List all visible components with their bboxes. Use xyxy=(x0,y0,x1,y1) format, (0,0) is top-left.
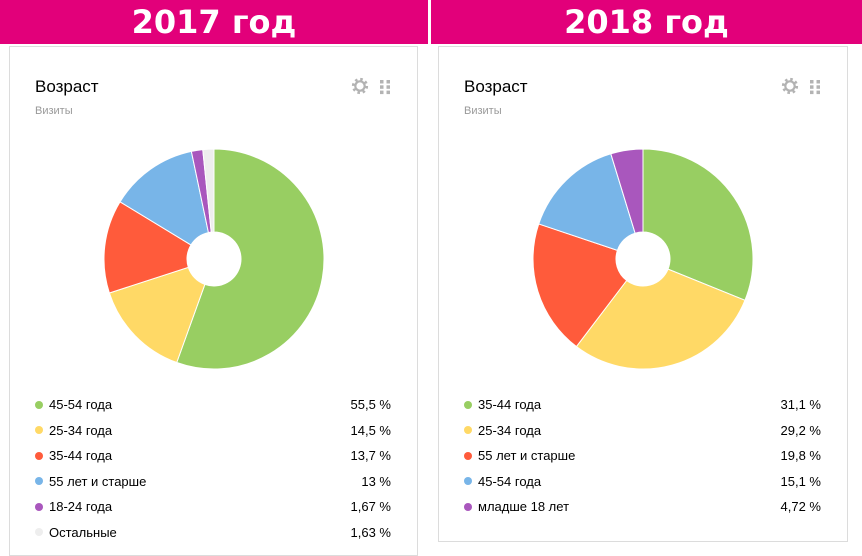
legend-color-dot xyxy=(35,426,43,435)
legend-item[interactable]: 18-24 года 1,67 % xyxy=(10,494,417,520)
age-pie-chart xyxy=(532,148,754,370)
legend-color-dot xyxy=(464,477,472,486)
legend-label: 25-34 года xyxy=(49,422,113,438)
legend-value: 4,72 % xyxy=(780,499,821,515)
legend-label: 55 лет и старше xyxy=(49,473,147,489)
legend-color-dot xyxy=(464,426,472,435)
legend-value: 14,5 % xyxy=(350,422,391,438)
legend-color-dot xyxy=(35,528,43,537)
legend-color-dot xyxy=(464,400,472,409)
pie-slice-1[interactable] xyxy=(642,148,754,301)
pie-slice-6[interactable] xyxy=(202,148,215,233)
pie-slice-4[interactable] xyxy=(538,153,636,252)
legend-label: 35-44 года xyxy=(49,448,113,464)
widget-title: Возраст xyxy=(464,77,528,96)
age-widget-2017: Возраст Визиты 45-54 года 55,5 % 25-34 год… xyxy=(9,46,418,556)
banner-2018: 2018 год xyxy=(431,0,862,44)
legend-color-dot xyxy=(35,502,43,511)
pie-slice-3[interactable] xyxy=(532,223,628,348)
widget-title: Возраст xyxy=(35,77,99,96)
legend-color-dot xyxy=(464,451,472,460)
legend-item[interactable]: 45-54 года 15,1 % xyxy=(439,469,847,495)
legend-color-dot xyxy=(35,451,43,460)
pie-slice-4[interactable] xyxy=(119,150,210,246)
legend-label: 45-54 года xyxy=(49,397,113,413)
age-widget-2018: Возраст Визиты 35-44 года 31,1 % 25-34 год… xyxy=(438,46,848,542)
legend-label: 35-44 года xyxy=(478,397,542,413)
chart-legend: 45-54 года 55,5 % 25-34 года 14,5 % 35-44 го… xyxy=(10,392,417,545)
widget-subtitle: Визиты xyxy=(35,105,73,117)
legend-label: 45-54 года xyxy=(478,473,542,489)
legend-item[interactable]: 35-44 года 31,1 % xyxy=(439,392,847,418)
legend-value: 13,7 % xyxy=(350,448,391,464)
legend-item[interactable]: 45-54 года 55,5 % xyxy=(10,392,417,418)
gear-icon[interactable] xyxy=(781,77,799,95)
legend-item[interactable]: Остальные 1,63 % xyxy=(10,520,417,546)
legend-value: 19,8 % xyxy=(780,448,821,464)
legend-label: 55 лет и старше xyxy=(478,448,576,464)
legend-item[interactable]: младше 18 лет 4,72 % xyxy=(439,494,847,520)
legend-item[interactable]: 55 лет и старше 19,8 % xyxy=(439,443,847,469)
pie-slice-3[interactable] xyxy=(103,201,192,294)
legend-value: 1,63 % xyxy=(350,524,391,540)
legend-item[interactable]: 25-34 года 29,2 % xyxy=(439,418,847,444)
widget-subtitle: Визиты xyxy=(464,105,502,117)
legend-label: младше 18 лет xyxy=(478,499,570,515)
legend-value: 13 % xyxy=(361,473,391,489)
drag-handle-icon[interactable] xyxy=(379,79,391,95)
legend-item[interactable]: 55 лет и старше 13 % xyxy=(10,469,417,495)
legend-value: 29,2 % xyxy=(780,422,821,438)
banner-2017: 2017 год xyxy=(0,0,428,44)
chart-legend: 35-44 года 31,1 % 25-34 года 29,2 % 55 лет и… xyxy=(439,392,847,520)
legend-value: 55,5 % xyxy=(350,397,391,413)
legend-value: 31,1 % xyxy=(780,397,821,413)
legend-label: 18-24 года xyxy=(49,499,113,515)
legend-label: 25-34 года xyxy=(478,422,542,438)
legend-label: Остальные xyxy=(49,524,117,540)
legend-value: 15,1 % xyxy=(780,473,821,489)
legend-item[interactable]: 35-44 года 13,7 % xyxy=(10,443,417,469)
legend-color-dot xyxy=(35,400,43,409)
gear-icon[interactable] xyxy=(351,77,369,95)
legend-item[interactable]: 25-34 года 14,5 % xyxy=(10,418,417,444)
legend-value: 1,67 % xyxy=(350,499,391,515)
pie-slice-1[interactable] xyxy=(176,148,325,370)
pie-slice-2[interactable] xyxy=(575,268,746,370)
pie-slice-2[interactable] xyxy=(108,266,206,364)
pie-slice-5[interactable] xyxy=(610,148,644,234)
drag-handle-icon[interactable] xyxy=(809,79,821,95)
legend-color-dot xyxy=(464,502,472,511)
age-pie-chart xyxy=(103,148,325,370)
legend-color-dot xyxy=(35,477,43,486)
